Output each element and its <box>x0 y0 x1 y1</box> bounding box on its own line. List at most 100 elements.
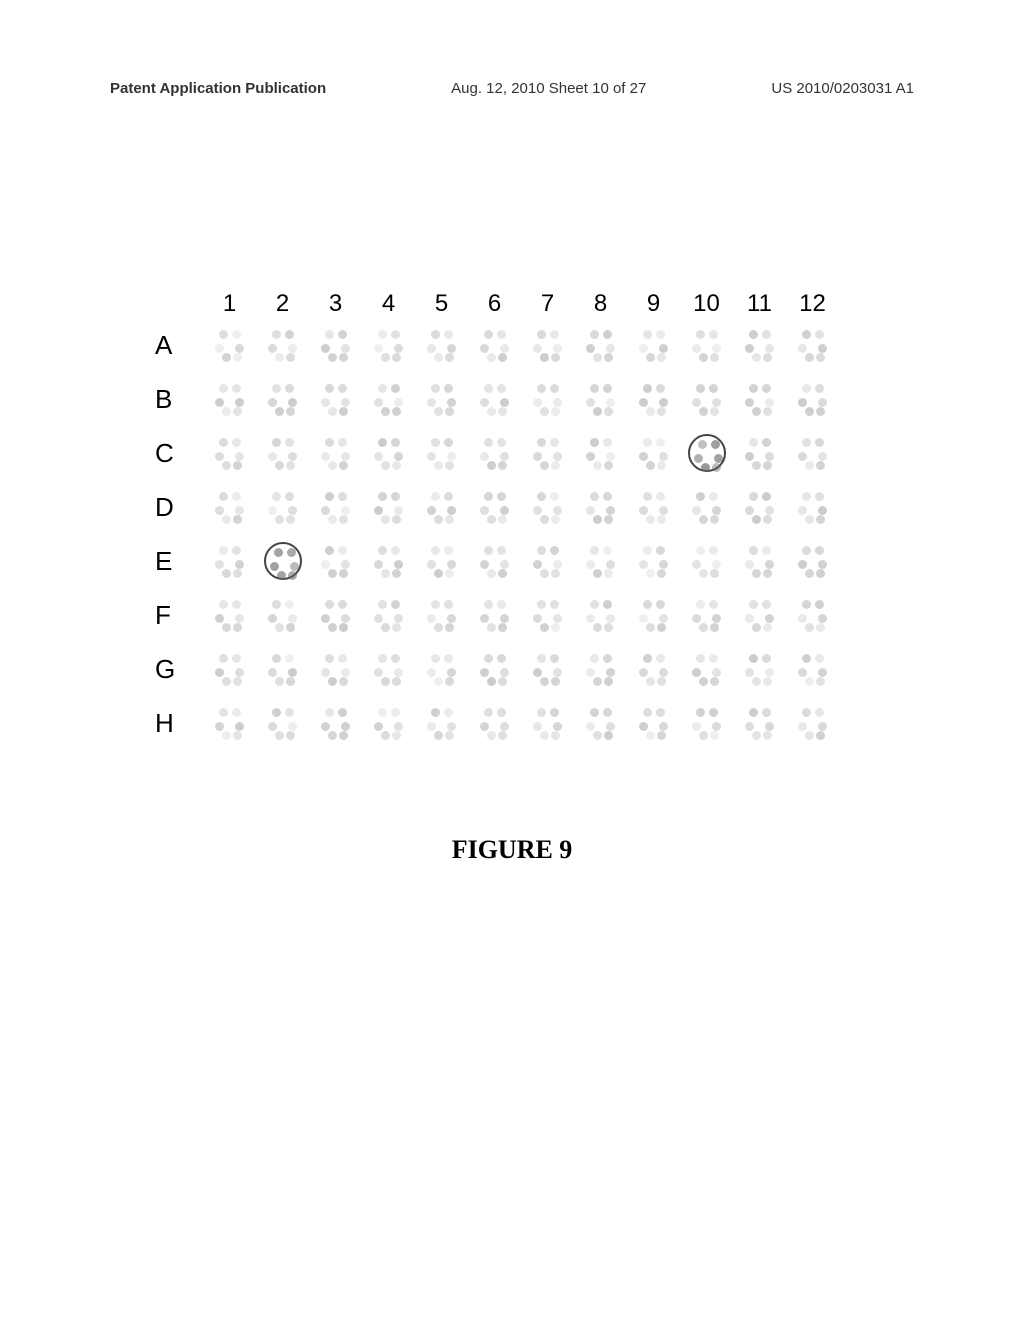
array-cell <box>309 588 362 642</box>
array-cell <box>786 642 839 696</box>
array-cell <box>415 534 468 588</box>
array-cell <box>203 534 256 588</box>
array-cell <box>574 642 627 696</box>
array-cell <box>415 372 468 426</box>
col-header: 8 <box>574 290 627 318</box>
row-label: B <box>155 384 203 415</box>
array-cell <box>680 372 733 426</box>
array-cell <box>468 426 521 480</box>
array-cell <box>203 642 256 696</box>
publication-date-sheet: Aug. 12, 2010 Sheet 10 of 27 <box>451 80 646 97</box>
col-header: 11 <box>733 290 786 318</box>
array-cell <box>309 480 362 534</box>
row-label: H <box>155 708 203 739</box>
array-cell <box>256 642 309 696</box>
array-cell <box>627 426 680 480</box>
col-header: 3 <box>309 290 362 318</box>
array-cell <box>362 642 415 696</box>
array-cell <box>468 696 521 750</box>
col-header: 9 <box>627 290 680 318</box>
array-cell <box>256 480 309 534</box>
array-cell <box>256 534 309 588</box>
array-cell <box>786 372 839 426</box>
row-label: D <box>155 492 203 523</box>
array-cell <box>415 696 468 750</box>
column-headers: 123456789101112 <box>203 290 875 318</box>
array-cell <box>415 318 468 372</box>
array-cell <box>733 588 786 642</box>
array-cell <box>521 372 574 426</box>
array-cell <box>256 588 309 642</box>
array-cell <box>627 642 680 696</box>
array-cell <box>680 588 733 642</box>
array-cell <box>680 426 733 480</box>
array-cell <box>627 318 680 372</box>
grid-row: F <box>155 588 875 642</box>
grid-row: D <box>155 480 875 534</box>
array-cell <box>574 426 627 480</box>
array-cell <box>468 588 521 642</box>
grid-row: A <box>155 318 875 372</box>
microarray-figure: 123456789101112 ABCDEFGH <box>155 290 875 750</box>
array-cell <box>574 588 627 642</box>
array-cell <box>786 534 839 588</box>
array-cell <box>627 480 680 534</box>
grid-row: E <box>155 534 875 588</box>
array-cell <box>256 426 309 480</box>
array-cell <box>468 372 521 426</box>
col-header: 2 <box>256 290 309 318</box>
array-cell <box>309 372 362 426</box>
array-cell <box>680 318 733 372</box>
array-cell <box>468 642 521 696</box>
array-cell <box>415 426 468 480</box>
array-cell <box>786 696 839 750</box>
array-cell <box>468 534 521 588</box>
array-cell <box>415 642 468 696</box>
array-cell <box>309 534 362 588</box>
array-cell <box>203 588 256 642</box>
col-header: 10 <box>680 290 733 318</box>
array-cell <box>468 318 521 372</box>
array-cell <box>627 372 680 426</box>
array-cell <box>362 534 415 588</box>
row-label: E <box>155 546 203 577</box>
row-label: A <box>155 330 203 361</box>
array-cell <box>521 534 574 588</box>
array-cell <box>362 696 415 750</box>
array-cell <box>627 696 680 750</box>
array-cell <box>521 588 574 642</box>
array-cell <box>203 372 256 426</box>
array-cell <box>627 588 680 642</box>
array-cell <box>309 642 362 696</box>
grid-row: G <box>155 642 875 696</box>
array-cell <box>733 534 786 588</box>
row-label: G <box>155 654 203 685</box>
array-cell <box>733 318 786 372</box>
array-cell <box>521 480 574 534</box>
figure-caption: FIGURE 9 <box>0 835 1024 865</box>
array-cell <box>362 480 415 534</box>
publication-type: Patent Application Publication <box>110 80 326 97</box>
array-cell <box>680 534 733 588</box>
array-cell <box>309 696 362 750</box>
array-cell <box>468 480 521 534</box>
array-cell <box>415 588 468 642</box>
array-cell <box>574 372 627 426</box>
grid-row: B <box>155 372 875 426</box>
array-cell <box>256 696 309 750</box>
col-header: 5 <box>415 290 468 318</box>
array-cell <box>309 318 362 372</box>
array-cell <box>362 588 415 642</box>
array-cell <box>203 426 256 480</box>
array-cell <box>309 426 362 480</box>
array-cell <box>521 642 574 696</box>
row-label: C <box>155 438 203 469</box>
array-cell <box>574 480 627 534</box>
row-label: F <box>155 600 203 631</box>
array-cell <box>521 696 574 750</box>
array-cell <box>256 318 309 372</box>
array-cell <box>733 696 786 750</box>
array-cell <box>203 480 256 534</box>
col-header: 1 <box>203 290 256 318</box>
array-cell <box>733 372 786 426</box>
